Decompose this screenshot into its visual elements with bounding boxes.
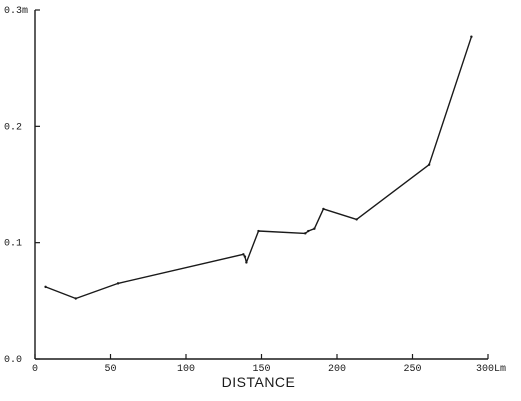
data-point <box>116 282 120 285</box>
data-point <box>245 261 248 264</box>
tick-labels: 0 50 100 150 200 250 300Lm 0.0 0.1 0.2 0.3m <box>4 6 506 375</box>
data-point <box>307 229 310 233</box>
x-tick-label: 200 <box>328 364 346 375</box>
data-point <box>355 218 358 221</box>
data-point <box>322 207 325 211</box>
data-series <box>44 35 473 300</box>
x-tick-label: 150 <box>252 364 270 375</box>
x-tick-label: 300Lm <box>476 364 506 375</box>
data-point <box>242 253 245 256</box>
axes <box>34 10 488 360</box>
data-point <box>257 229 260 233</box>
series-line <box>45 36 473 300</box>
data-point <box>427 163 431 166</box>
data-point <box>74 297 77 300</box>
y-tick-label: 0.0 <box>4 355 22 366</box>
x-tick-label: 0 <box>32 364 38 375</box>
data-point <box>304 232 307 235</box>
y-tick-label: 0.2 <box>4 122 22 133</box>
x-axis-title: DISTANCE <box>222 374 296 390</box>
x-tick-label: 50 <box>104 364 116 375</box>
y-tick-label: 0.3m <box>4 6 28 17</box>
data-point <box>243 255 247 258</box>
x-tick-label: 100 <box>177 364 195 375</box>
data-point <box>470 35 473 38</box>
data-point <box>44 285 47 289</box>
data-point <box>313 227 316 230</box>
y-tick-label: 0.1 <box>4 239 22 250</box>
x-tick-label: 250 <box>403 364 421 375</box>
tick-marks <box>34 9 489 360</box>
